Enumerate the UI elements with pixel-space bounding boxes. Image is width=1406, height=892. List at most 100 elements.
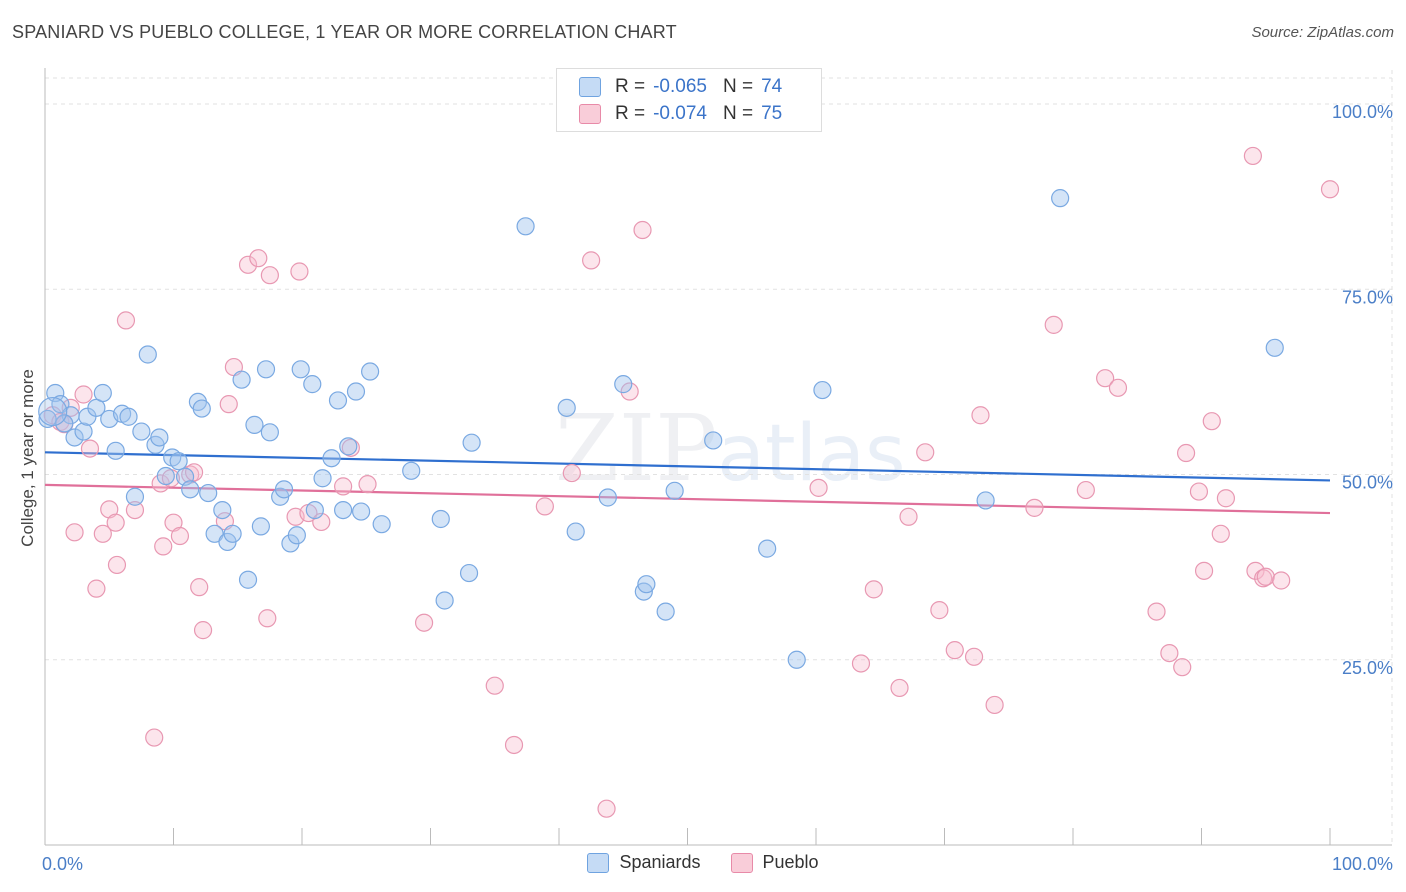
spaniards-point [334,500,353,520]
pueblo-point [414,613,434,632]
pueblo-point [184,463,204,482]
legend-label-spaniards: Spaniards [619,852,701,872]
spaniards-point [361,362,380,381]
spaniards-point [213,500,232,520]
tick-labels: 25.0% 50.0% 75.0% 100.0% 0.0% 100.0% [42,102,1393,874]
legend-item-pueblo[interactable]: Pueblo [730,852,819,873]
pueblo-point [535,497,554,516]
spaniards-point [566,522,585,541]
pueblo-point [1025,498,1044,517]
pueblo-point [1044,315,1063,334]
pueblo-point [1272,571,1291,590]
legend-label-pueblo: Pueblo [762,852,819,872]
spaniards-point [352,502,371,521]
spaniards-point [238,570,258,589]
pueblo-point [238,255,258,274]
y-tick-label: 100.0% [1332,102,1393,122]
spaniards-point [74,422,93,441]
spaniards-point [1051,189,1070,208]
legend-r-value: -0.065 [653,76,707,97]
pueblo-point [1246,561,1265,580]
spaniards-point [462,433,481,452]
spaniards-point [205,524,224,543]
spaniards-point [125,487,145,506]
pueblo-point [485,676,504,695]
pueblo-point [899,507,918,526]
legend-swatch-spaniards [579,77,601,97]
pueblo-point [312,512,331,532]
spaniards-point [313,469,332,488]
pueblo-point [1160,643,1179,663]
spaniards-point [287,526,306,545]
spaniards-point [65,428,84,447]
spaniards-point [431,509,450,529]
pueblo-point [1320,180,1340,199]
pueblo-trend-line [44,483,1331,515]
correlation-legend: R = -0.065 N = 74 R = -0.074 N = 75 [556,68,822,132]
y-tick-label: 25.0% [1342,658,1393,678]
spaniards-point [346,382,366,401]
spaniards-point [598,488,617,507]
spaniards-point [339,437,358,456]
pueblo-point [170,526,190,546]
spaniards-point [516,217,535,236]
legend-swatch-spaniards [587,852,610,873]
spaniards-point [328,391,348,410]
axes [44,68,1392,846]
pueblo-point [258,609,277,628]
legend-swatch-pueblo [579,104,601,124]
legend-r-label: R = [615,103,646,124]
pueblo-point [1147,602,1166,621]
pueblo-point [597,799,616,818]
spaniards-point [758,539,777,558]
pueblo-point [260,266,279,285]
pueblo-point [985,695,1004,715]
spaniards-point-cluster [38,396,68,427]
pueblo-point [890,678,909,698]
pueblo-point [971,406,990,425]
spaniards-trend-line [44,451,1331,482]
pueblo-point [1176,443,1196,463]
pueblo-point [1194,561,1214,580]
spaniards-point [813,380,832,400]
legend-item-spaniards[interactable]: Spaniards [587,852,701,873]
pueblo-point [154,537,173,556]
chart-source: Source: ZipAtlas.com [1251,24,1394,41]
legend-r-value: -0.074 [653,103,707,124]
spaniards-point [614,375,633,394]
spaniards-point [402,461,421,480]
spaniards-point [976,491,995,510]
spaniards-point [372,515,391,534]
legend-n-value: 75 [761,103,783,124]
pueblo-point [87,579,106,598]
series-legend: Spaniards Pueblo [0,852,1406,873]
legend-n-value: 74 [761,76,783,97]
spaniards-point [93,383,112,403]
pueblo-point [107,555,127,575]
spaniards-point [305,500,324,520]
pueblo-point [851,654,871,673]
spaniards-point [291,360,310,379]
data-points [38,146,1340,818]
spaniards-point [459,563,479,583]
spaniards-point [132,422,151,441]
pueblo-point [193,621,213,640]
spaniards-point [322,449,341,468]
legend-row-spaniards: R = -0.065 N = 74 [579,74,782,100]
pueblo-point [945,641,964,660]
pueblo-point [290,262,309,281]
trend-lines [44,451,1331,515]
pueblo-point [190,578,209,597]
spaniards-point [1265,338,1284,357]
pueblo-point [582,251,601,270]
pueblo-point [93,524,112,543]
pueblo-point [562,463,581,483]
spaniards-point [637,575,656,594]
pueblo-point [1076,480,1095,500]
spaniards-point [232,370,251,389]
spaniards-point [55,414,74,433]
spaniards-point [156,466,175,486]
pueblo-point [106,513,125,532]
pueblo-point [145,728,164,747]
